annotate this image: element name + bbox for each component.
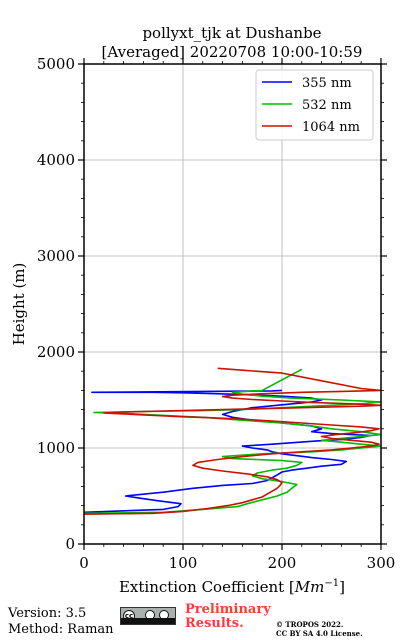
legend: 355 nm 532 nm 1064 nm [255, 69, 374, 141]
y-axis-label: Height (m) [10, 263, 28, 346]
y-tick-label: 3000 [37, 247, 75, 265]
method-text: Method: Raman [8, 622, 114, 637]
copyright-line2: CC BY SA 4.0 License. [276, 629, 363, 638]
x-tick-label: 0 [79, 554, 89, 572]
chart-title-line1: pollyxt_tjk at Dushanbe [142, 24, 321, 42]
series-line-532-nm [83, 368, 382, 515]
copyright-line1: © TROPOS 2022. [276, 620, 344, 629]
preliminary-results-notice: Preliminary Results. [185, 603, 271, 631]
legend-label-355: 355 nm [302, 76, 352, 91]
series-line-355-nm [83, 389, 372, 514]
preliminary-line2: Results. [185, 616, 244, 631]
series-line-1064-nm [83, 367, 382, 515]
y-tick-label: 5000 [37, 55, 75, 73]
x-tick-label: 200 [268, 554, 297, 572]
plot-frame [83, 63, 382, 545]
cc-badge-strip [121, 618, 175, 624]
series-lines [83, 367, 382, 515]
legend-box [255, 69, 374, 141]
y-tick-label: 4000 [37, 151, 75, 169]
chart-title-line2: [Averaged] 20220708 10:00-10:59 [102, 43, 363, 61]
x-axis-label: Extinction Coefficient [Mm−1] [119, 578, 345, 596]
y-tick-label: 0 [65, 535, 75, 553]
y-tick-label: 2000 [37, 343, 75, 361]
version-text: Version: 3.5 [8, 606, 87, 621]
legend-label-1064: 1064 nm [302, 120, 360, 135]
preliminary-line1: Preliminary [185, 602, 271, 617]
copyright-notice: © TROPOS 2022. CC BY SA 4.0 License. [276, 620, 363, 638]
cc-by-sa-license-icon: cc [120, 607, 176, 625]
legend-label-532: 532 nm [302, 98, 352, 113]
x-tick-label: 100 [169, 554, 198, 572]
x-tick-label: 300 [367, 554, 396, 572]
y-tick-label: 1000 [37, 439, 75, 457]
footer-version-block: Version: 3.5 Method: Raman [8, 606, 114, 638]
